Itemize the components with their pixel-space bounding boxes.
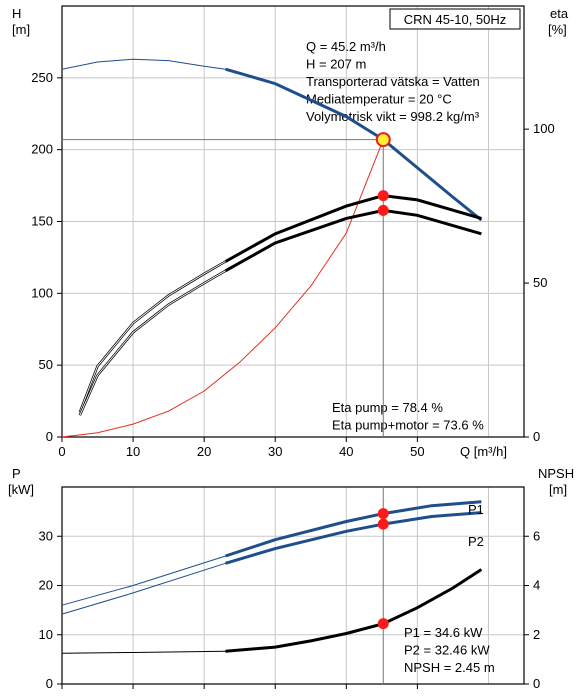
p1-series-label: P1 — [468, 502, 484, 517]
power-info-line: P2 = 32.46 kW — [404, 643, 490, 658]
npsh-curve — [225, 568, 483, 653]
chart-title: CRN 45-10, 50Hz — [404, 12, 507, 27]
head-curve-thin — [61, 58, 226, 70]
p1-curve-thin — [61, 555, 226, 606]
p1-curve — [225, 500, 482, 558]
y-left-tick-label: 0 — [46, 429, 53, 444]
y-right-axis-unit: [%] — [548, 22, 567, 37]
duty-point-marker — [375, 132, 391, 148]
y-left-axis-unit: [kW] — [8, 482, 34, 497]
y-left-tick-label: 250 — [31, 70, 53, 85]
y-right-tick-label: 6 — [533, 528, 540, 543]
x-tick-label: 30 — [268, 444, 282, 459]
y-right-tick-label: 50 — [533, 275, 547, 290]
power-info-line: NPSH = 2.45 m — [404, 660, 495, 675]
x-tick-label: 0 — [58, 444, 65, 459]
eta-total-curve-thin-inner — [79, 270, 226, 416]
y-right-tick-label: 4 — [533, 578, 540, 593]
y-left-axis-label: P — [12, 466, 21, 481]
p2-marker — [377, 518, 389, 530]
eta-pump-curve-thin-inner — [79, 261, 226, 413]
y-right-tick-label: 100 — [533, 121, 555, 136]
y-right-axis-label: NPSH — [538, 466, 574, 481]
y-left-axis-label: H — [12, 6, 21, 21]
eta-pump-curve — [224, 194, 482, 263]
x-axis-label-bg — [456, 444, 520, 460]
operating-info-line: Transporterad vätska = Vatten — [306, 74, 480, 89]
p2-curve — [225, 511, 482, 565]
y-left-tick-label: 30 — [39, 528, 53, 543]
y-left-tick-label: 150 — [31, 214, 53, 229]
y-right-tick-label: 0 — [533, 676, 540, 691]
efficiency-info-line: Eta pump+motor = 73.6 % — [332, 418, 484, 433]
y-left-tick-label: 10 — [39, 627, 53, 642]
p2-series-label: P2 — [468, 534, 484, 549]
x-tick-label: 20 — [197, 444, 211, 459]
eta-total-curve — [224, 208, 482, 273]
p1-marker — [377, 508, 389, 520]
x-tick-label: 40 — [339, 444, 353, 459]
npsh-curve-thin — [61, 650, 226, 654]
power-info-line: P1 = 34.6 kW — [404, 625, 483, 640]
y-left-tick-label: 50 — [39, 357, 53, 372]
y-right-tick-label: 0 — [533, 429, 540, 444]
x-tick-label: 10 — [126, 444, 140, 459]
chart-title-box — [389, 8, 521, 30]
x-axis-label: Q [m³/h] — [460, 444, 507, 459]
npsh-marker — [377, 618, 389, 630]
y-right-axis-label: eta — [550, 6, 569, 21]
y-right-axis-unit: [m] — [549, 482, 567, 497]
y-left-tick-label: 200 — [31, 142, 53, 157]
y-left-tick-label: 0 — [46, 676, 53, 691]
system-curve — [61, 139, 384, 438]
y-right-tick-label: 2 — [533, 627, 540, 642]
eta-pump-marker — [377, 190, 389, 202]
efficiency-info-line: Eta pump = 78.4 % — [332, 400, 443, 415]
x-tick-label: 50 — [410, 444, 424, 459]
head-curve — [225, 67, 483, 222]
y-left-axis-unit: [m] — [12, 22, 30, 37]
eta-total-curve-thin-outer — [78, 269, 227, 416]
y-left-tick-label: 20 — [39, 578, 53, 593]
y-left-tick-label: 100 — [31, 285, 53, 300]
operating-info-line: Q = 45.2 m³/h — [306, 39, 386, 54]
operating-info-line: Mediatemperatur = 20 °C — [306, 92, 452, 107]
p2-curve-thin — [61, 562, 226, 615]
operating-info-line: H = 207 m — [306, 57, 366, 72]
eta-total-marker — [377, 204, 389, 216]
